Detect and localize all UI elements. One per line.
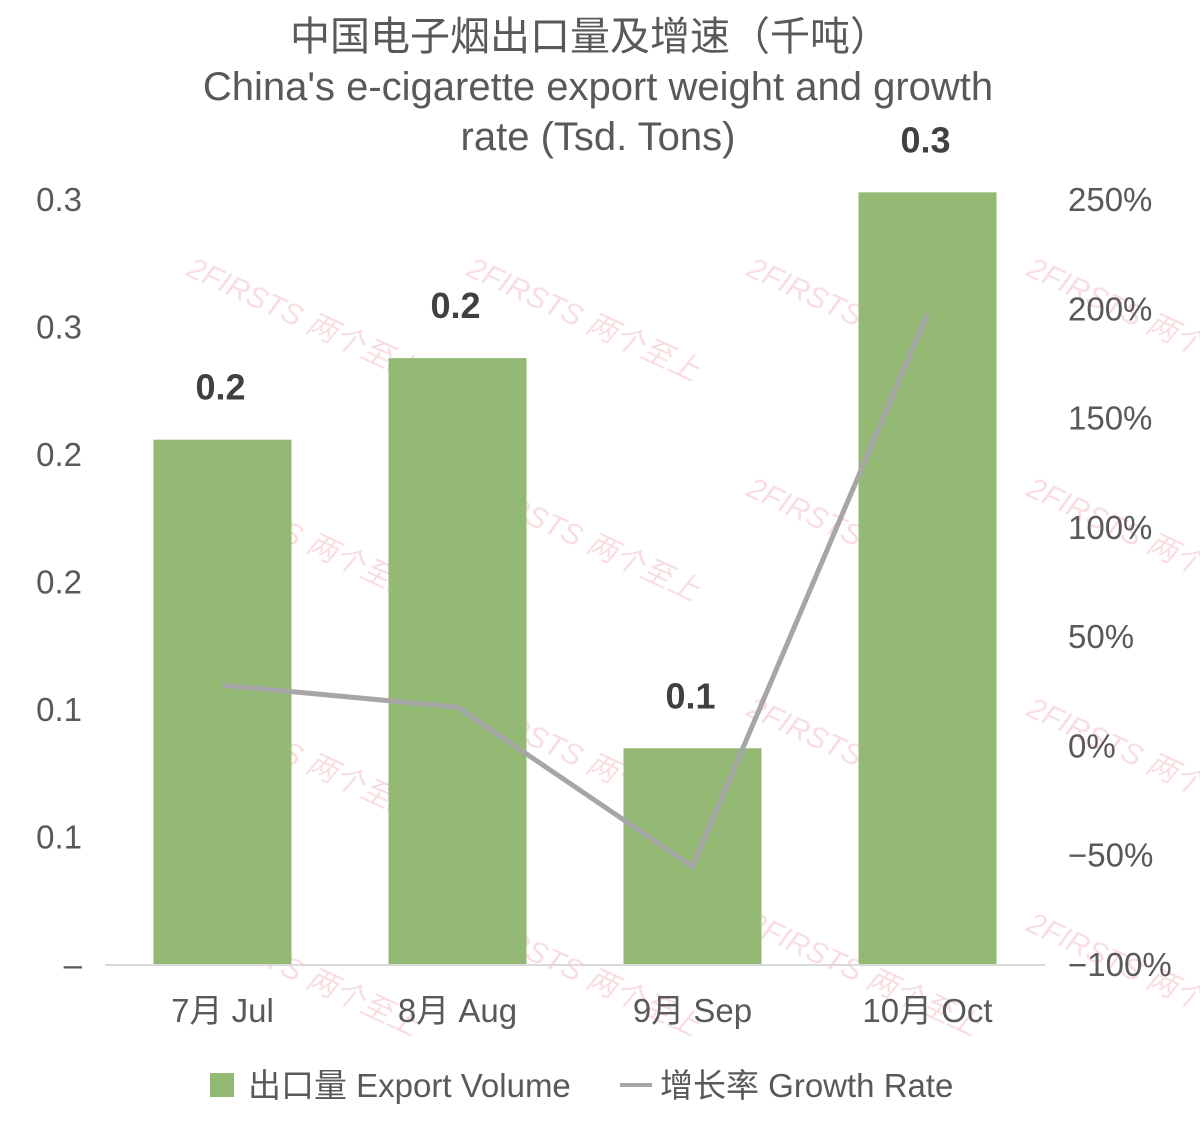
bar-series [153, 192, 997, 966]
left-axis-tick-label: 0.2 [36, 436, 82, 473]
left-axis-tick-label: 0.3 [36, 181, 82, 218]
chart-title-en-line2: rate (Tsd. Tons) [461, 115, 736, 159]
right-axis-tick-label: 150% [1068, 400, 1152, 437]
bar [388, 358, 527, 966]
bar-data-label: 0.3 [900, 119, 950, 160]
left-axis-tick-label: 0.1 [36, 691, 82, 728]
legend-label-growth-rate: 增长率 Growth Rate [660, 1067, 953, 1104]
right-axis-tick-label: 100% [1068, 509, 1152, 546]
bar [623, 748, 762, 965]
x-axis-tick-label: 10月 Oct [862, 992, 992, 1029]
x-axis-tick-label: 9月 Sep [633, 992, 752, 1029]
right-axis-tick-label: −100% [1068, 946, 1172, 983]
chart-title-en-line1: China's e-cigarette export weight and gr… [203, 65, 993, 109]
right-axis-tick-label: 50% [1068, 618, 1134, 655]
bar-data-label: 0.1 [665, 675, 715, 716]
category-labels: 7月 Jul 8月 Aug 9月 Sep 10月 Oct [171, 992, 992, 1029]
x-axis-tick-label: 7月 Jul [171, 992, 274, 1029]
legend-swatch-export-volume [210, 1073, 234, 1097]
growth-rate-line [222, 312, 930, 871]
bar-data-label: 0.2 [195, 367, 245, 408]
right-axis-tick-label: 250% [1068, 181, 1152, 218]
line-series [222, 312, 930, 871]
right-axis-tick-label: −50% [1068, 837, 1153, 874]
x-axis-tick-label: 8月 Aug [398, 992, 517, 1029]
left-axis-tick-label: 0.3 [36, 309, 82, 346]
data-labels: 0.2 0.2 0.1 0.3 [195, 119, 950, 716]
bar [153, 439, 292, 965]
left-axis-tick-label: 0.2 [36, 564, 82, 601]
left-axis-tick-label: 0.1 [36, 819, 82, 856]
bar [858, 192, 997, 966]
right-axis-tick-label: 200% [1068, 290, 1152, 327]
legend: 出口量 Export Volume 增长率 Growth Rate [210, 1067, 953, 1104]
right-axis: −100% −50% 0% 50% 100% 150% 200% 250% [1068, 181, 1172, 983]
chart-title-zh: 中国电子烟出口量及增速（千吨） [290, 15, 890, 59]
left-axis: – 0.1 0.1 0.2 0.2 0.3 0.3 [36, 181, 83, 983]
bar-data-label: 0.2 [430, 285, 480, 326]
right-axis-tick-label: 0% [1068, 727, 1116, 764]
left-axis-tick-label: – [64, 946, 83, 983]
legend-label-export-volume: 出口量 Export Volume [248, 1067, 571, 1104]
